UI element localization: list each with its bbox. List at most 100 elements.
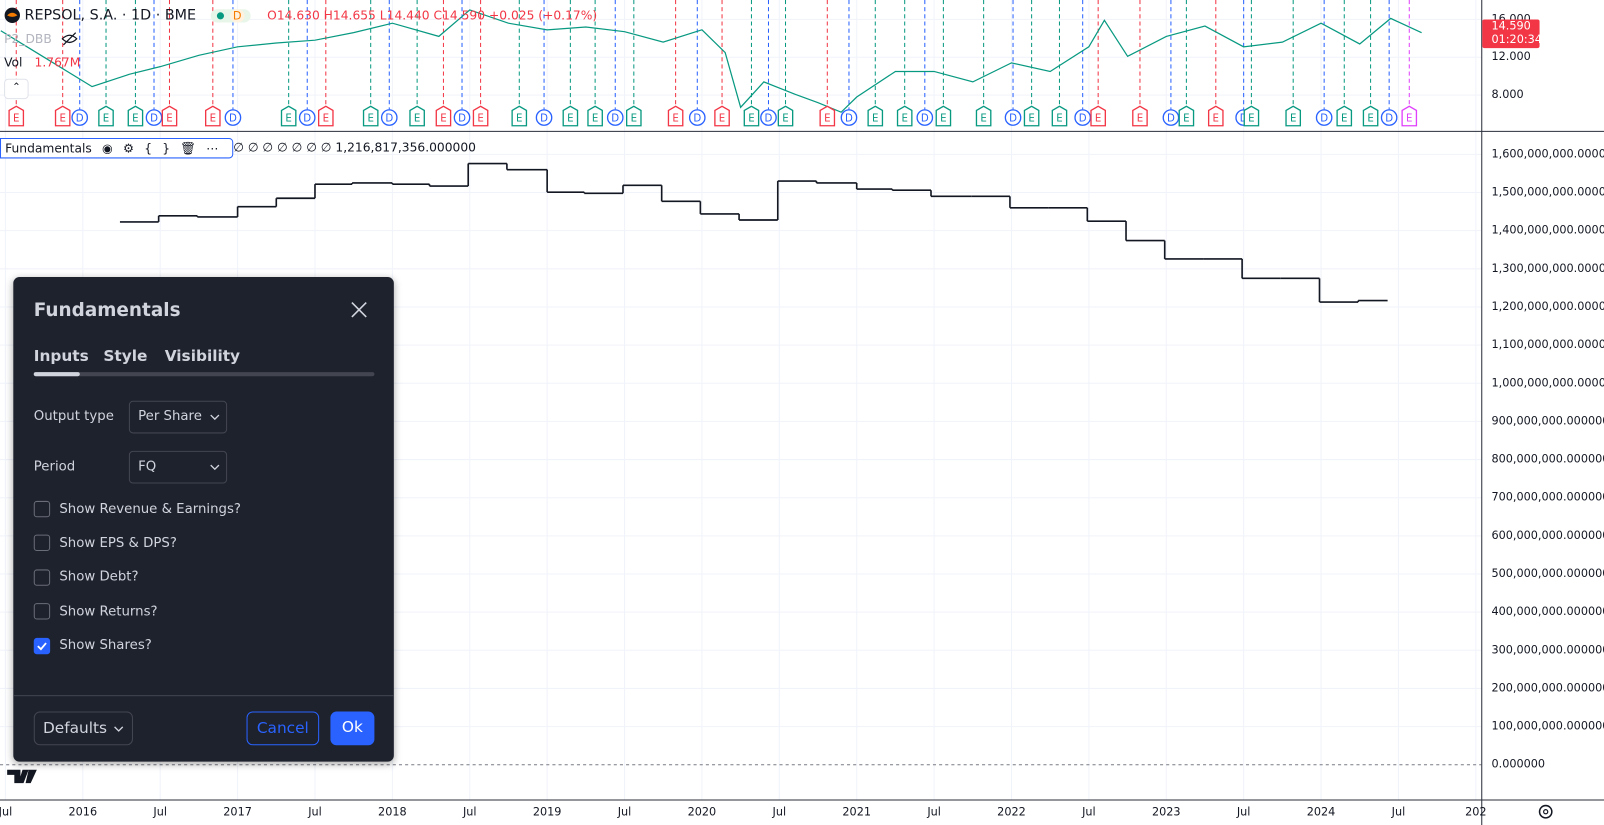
checkbox[interactable] <box>33 500 51 518</box>
checkbox-label[interactable]: Show EPS & DPS? <box>59 535 177 551</box>
settings-icon[interactable] <box>1538 804 1553 819</box>
output-type-select[interactable]: Per Share <box>128 400 228 434</box>
checkbox[interactable] <box>33 637 51 654</box>
select-value: Per Share <box>138 408 202 425</box>
earnings-badge <box>743 105 760 127</box>
event-label: D <box>845 114 853 125</box>
earnings-badge <box>362 105 379 127</box>
select-value: FQ <box>138 459 157 475</box>
low: L14.440 <box>379 8 430 23</box>
event-label: E <box>477 114 483 125</box>
countdown: 01:20:34 <box>1491 33 1541 46</box>
dividend-badge <box>1380 109 1398 126</box>
dividend-badge <box>224 109 242 126</box>
dividend-badge <box>71 109 89 126</box>
defaults-button[interactable]: Defaults <box>33 711 133 746</box>
event-label: E <box>940 114 946 125</box>
cancel-button[interactable]: Cancel <box>246 711 320 746</box>
dividend-badge <box>1315 109 1333 126</box>
checkbox-row[interactable]: Show Revenue & Earnings? <box>33 499 241 519</box>
tv-logo <box>7 769 37 784</box>
event-label: E <box>1056 114 1062 125</box>
high: H14.655 <box>323 8 376 23</box>
ok-button[interactable]: Ok <box>330 711 375 746</box>
badge-text: D <box>229 8 245 22</box>
y-tick-label: 400,000,000.000000 <box>1491 605 1604 618</box>
chevron <box>210 464 220 471</box>
event-label: E <box>1248 114 1254 125</box>
price-tag <box>1482 19 1540 49</box>
close-button[interactable] <box>350 301 368 319</box>
y-tick-label: 300,000,000.000000 <box>1491 643 1604 656</box>
tab-inputs[interactable]: Inputs <box>33 346 89 365</box>
event-label: E <box>719 114 725 125</box>
y-tick-label: 500,000,000.000000 <box>1491 567 1604 580</box>
checkbox[interactable] <box>33 535 51 552</box>
status-badge[interactable]: D <box>210 8 251 22</box>
change: +0.025 (+0.17%) <box>488 8 598 23</box>
event-label: E <box>59 114 65 125</box>
event-label: D <box>1009 114 1017 125</box>
event-label: D <box>458 114 466 125</box>
earnings-badge <box>625 105 642 127</box>
indicator-buttons[interactable]: ◉⚙{}🗑⋯ <box>102 141 229 156</box>
event-label: D <box>1167 114 1175 125</box>
symbol[interactable]: REPSOL, S.A. · 1D · BME <box>24 7 197 24</box>
chevron-path <box>210 464 220 471</box>
event-label: D <box>303 114 311 125</box>
dividend-badge <box>1004 109 1022 126</box>
tab-visibility[interactable]: Visibility <box>164 346 241 365</box>
y-tick-label: 1,000,000,000.000000 <box>1491 376 1604 389</box>
checkbox-row[interactable]: Show Returns? <box>33 601 158 621</box>
x-tick-label: 2024 <box>1307 806 1336 819</box>
symbol-logo <box>4 7 20 24</box>
event-label: E <box>1183 114 1189 125</box>
symbol-legend: REPSOL, S.A. · 1D · BME D O14.630 H14.65… <box>4 7 598 24</box>
indicator-legend: Fundamentals ◉⚙{}🗑⋯ <box>0 138 234 159</box>
y-tick-label: 600,000,000.000000 <box>1491 529 1604 542</box>
close-x[interactable] <box>351 302 367 318</box>
x-tick-label: Jul <box>462 806 477 819</box>
x-tick-label: 2021 <box>842 806 871 819</box>
earnings-badge <box>1207 105 1224 127</box>
earnings-badge <box>1336 105 1353 127</box>
event-label: E <box>1028 114 1034 125</box>
eye-slash[interactable] <box>62 32 76 46</box>
indicator-title[interactable]: Fundamentals <box>5 141 92 156</box>
checkbox-label[interactable]: Show Returns? <box>59 603 158 620</box>
earnings-badge <box>161 105 178 127</box>
checkbox-row[interactable]: Show Debt? <box>33 567 139 587</box>
period-select[interactable]: FQ <box>128 450 228 484</box>
checkbox-row[interactable]: Show Shares? <box>33 635 152 655</box>
button-text[interactable]: Defaults <box>42 718 108 738</box>
hidden-icon[interactable] <box>60 32 78 46</box>
x-tick-label: Jul <box>152 806 167 819</box>
checkbox-row[interactable]: Show EPS & DPS? <box>33 533 177 553</box>
tab-style[interactable]: Style <box>103 346 148 365</box>
checkbox[interactable] <box>33 603 51 620</box>
status-dot <box>216 11 224 19</box>
checkbox-label[interactable]: Show Shares? <box>59 638 152 654</box>
collapse-legend[interactable]: ⌃ <box>4 78 29 100</box>
y-tick-label: 1,200,000,000.000000 <box>1491 300 1604 313</box>
earnings-badge <box>280 105 297 127</box>
x-tick-label: 2020 <box>688 806 717 819</box>
volume-label[interactable]: Vol <box>4 55 23 70</box>
checkbox[interactable] <box>33 569 51 586</box>
indicator-name[interactable]: P2_DBB <box>4 31 52 47</box>
checkbox-label[interactable]: Show Revenue & Earnings? <box>59 501 241 517</box>
volume-legend: Vol 1.767M <box>4 55 80 69</box>
y-tick-label: 12.000 <box>1491 50 1530 63</box>
dividend-badge <box>916 109 934 126</box>
gear-center[interactable] <box>1543 809 1549 815</box>
indicator-legend-top: P2_DBB <box>4 32 78 46</box>
earnings-badge <box>1285 105 1302 127</box>
earnings-badge <box>1132 105 1148 127</box>
gear[interactable] <box>1538 804 1553 819</box>
event-label: E <box>1406 114 1412 125</box>
field-label: Period <box>33 459 76 475</box>
y-tick-label: 200,000,000.000000 <box>1491 681 1604 694</box>
checkbox-label[interactable]: Show Debt? <box>59 569 139 586</box>
earnings-badge <box>472 105 489 127</box>
